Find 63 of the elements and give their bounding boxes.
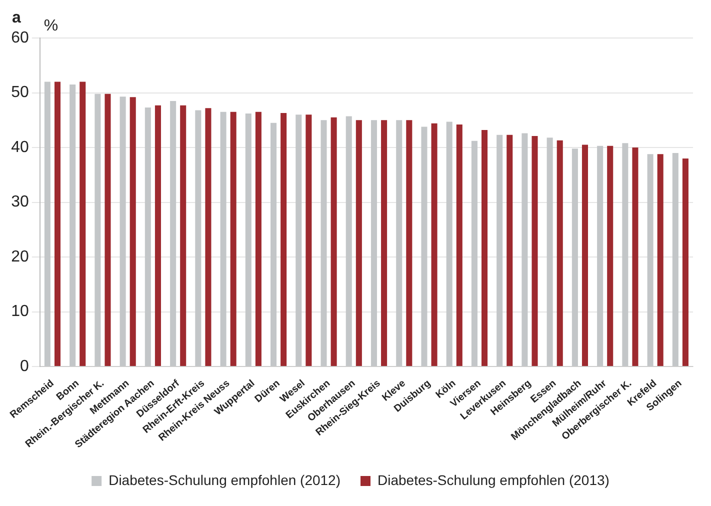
bar (370, 120, 378, 366)
bar (396, 120, 402, 366)
bar (546, 138, 553, 366)
bar (346, 116, 352, 366)
bar (120, 96, 126, 366)
bar (522, 133, 528, 366)
bar (421, 126, 428, 366)
bar (381, 120, 388, 366)
bar (255, 112, 262, 366)
bar (270, 122, 277, 366)
bar (154, 105, 161, 366)
bar (632, 148, 638, 366)
bar (54, 82, 61, 366)
bar (195, 110, 202, 366)
bar (330, 117, 337, 366)
y-tick-label: 20 (11, 248, 30, 266)
y-tick-label: 0 (20, 358, 30, 375)
bar (471, 140, 478, 366)
bar (482, 130, 488, 366)
bar (70, 84, 76, 366)
bar (406, 120, 412, 366)
bar (144, 108, 151, 366)
bar (170, 100, 176, 366)
y-tick-label: 40 (11, 138, 30, 156)
bar (572, 148, 578, 366)
bar (44, 82, 50, 366)
text: a (12, 9, 21, 26)
legend-label: Diabetes-Schulung empfohlen (2013) (378, 472, 610, 488)
bar (532, 136, 538, 366)
bar (496, 134, 503, 366)
y-tick-label: 30 (11, 194, 30, 211)
bar (622, 143, 628, 366)
bar (130, 97, 136, 366)
bar (672, 152, 678, 366)
bar (94, 94, 101, 366)
bar (230, 112, 236, 366)
bar (220, 112, 226, 366)
bar (682, 158, 688, 366)
bar (80, 82, 86, 366)
y-tick-label: 60 (11, 29, 30, 46)
bar (556, 140, 563, 366)
bar (320, 120, 327, 366)
bar (104, 94, 111, 366)
bar (607, 146, 614, 366)
y-tick-label: 50 (11, 84, 30, 102)
bar (205, 108, 212, 366)
y-axis-title: % (44, 17, 58, 34)
bar (506, 134, 513, 366)
bar (296, 114, 302, 366)
legend-label: Diabetes-Schulung empfohlen (2012) (108, 472, 341, 488)
bar (657, 154, 664, 366)
bar (647, 154, 654, 366)
bar (306, 114, 312, 366)
bar (180, 105, 186, 366)
bar (582, 144, 588, 366)
y-tick-label: 10 (11, 303, 30, 320)
bar (431, 123, 438, 366)
bar (446, 122, 452, 366)
bar (356, 120, 362, 366)
bar (280, 113, 287, 366)
bar (456, 124, 462, 366)
bar (597, 146, 604, 366)
bar (245, 114, 252, 366)
